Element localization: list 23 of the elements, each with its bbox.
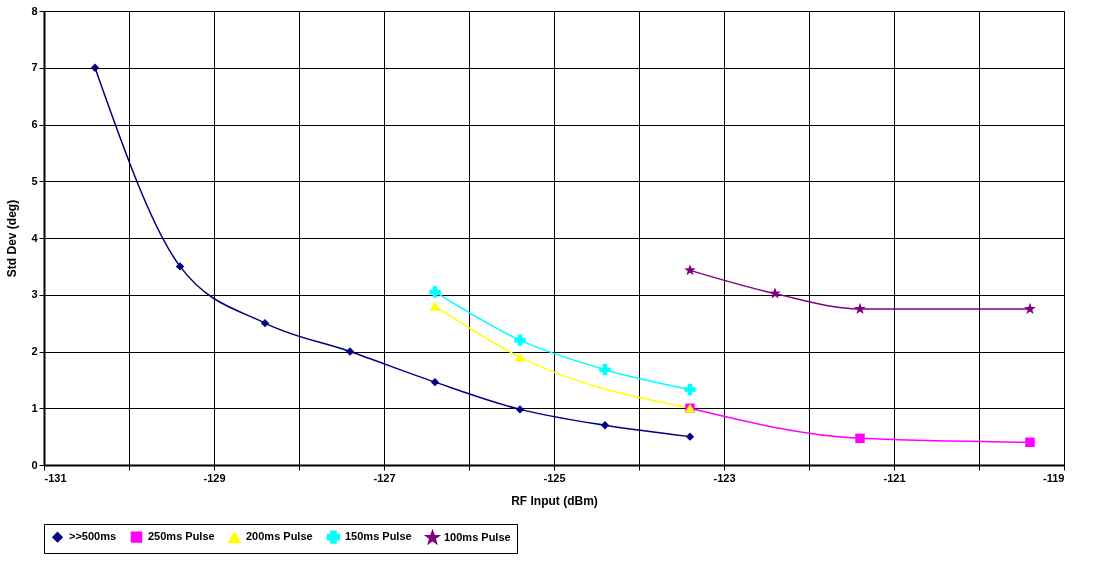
x-tick-label: -129 bbox=[203, 471, 226, 484]
y-tick-label: 6 bbox=[31, 118, 38, 130]
x-tick-label: -131 bbox=[44, 471, 67, 484]
legend-label: 200ms Pulse bbox=[246, 530, 313, 543]
x-tick-label: -123 bbox=[713, 471, 736, 484]
y-tick-label: 8 bbox=[31, 4, 38, 17]
x-tick-label: -121 bbox=[883, 471, 906, 484]
x-tick-label: -125 bbox=[543, 471, 566, 484]
y-tick-label: 7 bbox=[31, 61, 38, 74]
y-tick-label: 0 bbox=[31, 458, 38, 471]
x-tick-label: -127 bbox=[373, 471, 396, 484]
y-tick-label: 4 bbox=[31, 231, 39, 244]
y-tick-label: 3 bbox=[31, 288, 38, 301]
y-tick-label: 2 bbox=[31, 345, 38, 357]
legend-label: >>500ms bbox=[69, 530, 117, 543]
y-tick-label: 1 bbox=[31, 401, 38, 414]
legend-label: 100ms Pulse bbox=[444, 530, 511, 543]
x-tick-label: -119 bbox=[1043, 471, 1065, 484]
legend-label: 250ms Pulse bbox=[148, 530, 215, 543]
x-axis-title: RF Input (dBm) bbox=[511, 493, 598, 508]
y-axis-title: Std Dev (deg) bbox=[5, 199, 20, 278]
y-tick-label: 5 bbox=[31, 174, 38, 187]
legend-label: 150ms Pulse bbox=[345, 530, 412, 543]
